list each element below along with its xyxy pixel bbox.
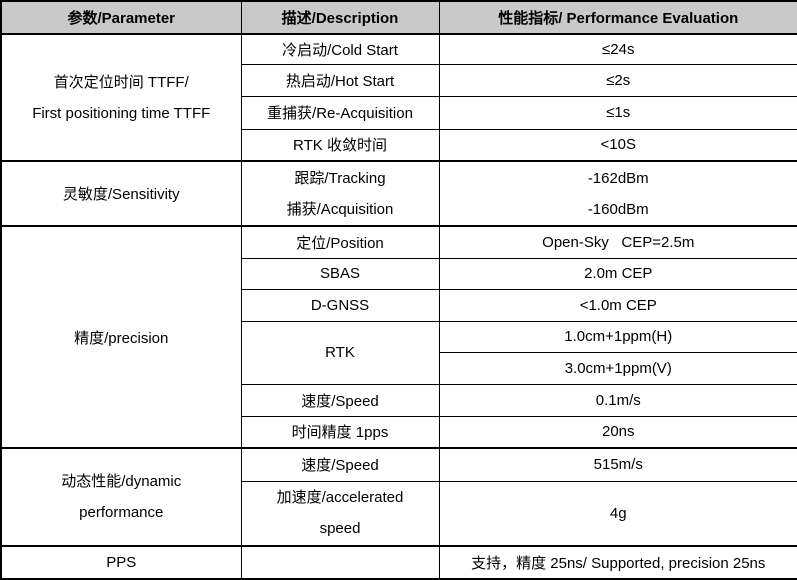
cell-rtk-desc: RTK xyxy=(240,320,440,385)
row-pps: PPS 支持，精度 25ns/ Supported, precision 25n… xyxy=(0,545,797,580)
cell-reacquisition-value: ≤1s xyxy=(438,95,797,130)
row-sbas: SBAS 2.0m CEP xyxy=(1,257,797,290)
header-performance-evaluation: 性能指标/ Performance Evaluation xyxy=(438,0,797,35)
header-parameter: 参数/Parameter xyxy=(0,0,242,35)
dynamic-param-line2: performance xyxy=(79,504,164,521)
acceleration-desc-line2: speed xyxy=(319,520,361,538)
row-rtk-convergence: RTK 收敛时间 <10S xyxy=(1,128,797,162)
cell-precision-speed-desc: 速度/Speed xyxy=(240,383,440,417)
cell-cold-start-desc: 冷启动/Cold Start xyxy=(240,33,440,65)
cell-rtk-value-h: 1.0cm+1ppm(H) xyxy=(438,320,797,353)
cell-sbas-desc: SBAS xyxy=(240,257,440,290)
cell-precision-speed-value: 0.1m/s xyxy=(438,383,797,417)
cell-sensitivity-value: -162dBm -160dBm xyxy=(438,160,797,227)
acceleration-desc-line1: 加速度/accelerated xyxy=(276,489,404,507)
cell-ttff-param: 首次定位时间 TTFF/ First positioning time TTFF xyxy=(0,33,242,162)
cell-acceleration-desc: 加速度/accelerated speed xyxy=(240,480,440,547)
row-dgnss: D-GNSS <1.0m CEP xyxy=(1,288,797,322)
row-acceleration: 加速度/accelerated speed 4g xyxy=(1,480,797,547)
cell-precision-param: 精度/precision xyxy=(0,225,242,449)
row-dynamic-speed: 动态性能/dynamic performance 速度/Speed 515m/s xyxy=(0,447,797,547)
row-rtk-v: 3.0cm+1ppm(V) xyxy=(1,351,797,385)
row-precision-speed: 速度/Speed 0.1m/s xyxy=(1,383,797,417)
row-sensitivity: 灵敏度/Sensitivity 跟踪/Tracking 捕获/Acquisiti… xyxy=(0,160,797,227)
cell-sbas-value: 2.0m CEP xyxy=(438,257,797,290)
header-description: 描述/Description xyxy=(240,0,440,35)
cell-reacquisition-desc: 重捕获/Re-Acquisition xyxy=(240,95,440,130)
row-cold-start: 首次定位时间 TTFF/ First positioning time TTFF… xyxy=(0,33,797,162)
cell-dgnss-desc: D-GNSS xyxy=(240,288,440,322)
cell-hot-start-desc: 热启动/Hot Start xyxy=(240,63,440,97)
cell-dgnss-value: <1.0m CEP xyxy=(438,288,797,322)
sensitivity-desc-acquisition: 捕获/Acquisition xyxy=(286,200,394,218)
sensitivity-value-acquisition: -160dBm xyxy=(587,200,649,218)
cell-pps-desc xyxy=(240,545,440,580)
cell-sensitivity-desc: 跟踪/Tracking 捕获/Acquisition xyxy=(240,160,440,227)
cell-time-1pps-value: 20ns xyxy=(438,415,797,449)
cell-sensitivity-param: 灵敏度/Sensitivity xyxy=(0,160,242,227)
cell-dynamic-param: 动态性能/dynamic performance xyxy=(0,447,242,547)
cell-pps-param: PPS xyxy=(0,545,242,580)
cell-rtk-convergence-desc: RTK 收敛时间 xyxy=(240,128,440,162)
cell-time-1pps-desc: 时间精度 1pps xyxy=(240,415,440,449)
cell-rtk-convergence-value: <10S xyxy=(438,128,797,162)
cell-hot-start-value: ≤2s xyxy=(438,63,797,97)
sensitivity-value-tracking: -162dBm xyxy=(587,169,649,187)
ttff-param-line1: 首次定位时间 TTFF/ xyxy=(53,73,189,91)
cell-rtk-value-v: 3.0cm+1ppm(V) xyxy=(438,351,797,385)
cell-acceleration-value: 4g xyxy=(438,480,797,547)
sensitivity-desc-tracking: 跟踪/Tracking xyxy=(294,169,386,187)
row-time-1pps: 时间精度 1pps 20ns xyxy=(1,415,797,449)
row-position: 精度/precision 定位/Position Open-Sky CEP=2.… xyxy=(0,225,797,449)
cell-cold-start-value: ≤24s xyxy=(438,33,797,65)
header-row: 参数/Parameter 描述/Description 性能指标/ Perfor… xyxy=(0,0,797,35)
cell-dynamic-speed-value: 515m/s xyxy=(438,447,797,482)
cell-pps-value: 支持，精度 25ns/ Supported, precision 25ns xyxy=(438,545,797,580)
cell-position-value: Open-Sky CEP=2.5m xyxy=(438,225,797,259)
cell-dynamic-speed-desc: 速度/Speed xyxy=(240,447,440,482)
ttff-param-line2: First positioning time TTFF xyxy=(32,104,211,122)
cell-position-desc: 定位/Position xyxy=(240,225,440,259)
dynamic-param-line1: 动态性能/dynamic xyxy=(61,473,182,490)
row-hot-start: 热启动/Hot Start ≤2s xyxy=(1,63,797,97)
